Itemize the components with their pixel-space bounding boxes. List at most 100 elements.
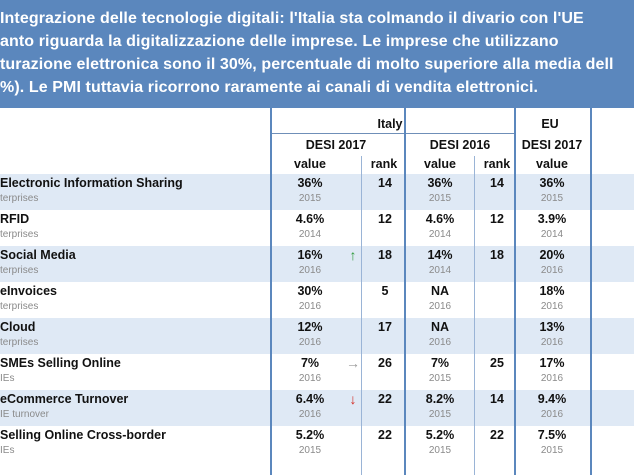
indicator-name: Social Media bbox=[0, 248, 76, 262]
indicator-name: SMEs Selling Online bbox=[0, 356, 121, 370]
indicator-name: eInvoices bbox=[0, 284, 57, 298]
rank-2017: 22 bbox=[378, 392, 392, 406]
value-2017: 7% bbox=[300, 356, 320, 370]
year-2016: 2015 bbox=[428, 373, 452, 384]
indicator-subtitle: terprises bbox=[0, 193, 39, 204]
desi2017-header: DESI 2017 bbox=[305, 138, 367, 152]
value-2016: 5.2% bbox=[425, 428, 455, 442]
year-eu: 2015 bbox=[540, 193, 564, 204]
value-2016: 36% bbox=[427, 176, 453, 190]
value-header-2016: value bbox=[424, 157, 456, 171]
year-2017: 2016 bbox=[298, 301, 322, 312]
rank-2016: 14 bbox=[490, 176, 504, 190]
year-2016: 2015 bbox=[428, 193, 452, 204]
title-banner: Integrazione delle tecnologie digitali: … bbox=[0, 0, 634, 108]
banner-line-2: anto riguarda la digitalizzazione delle … bbox=[0, 33, 559, 50]
desi2016-header: DESI 2016 bbox=[429, 138, 491, 152]
table-row: RFID terprises 4.6% 2014 12 4.6% 2014 12… bbox=[0, 210, 634, 246]
value-2016: NA bbox=[430, 284, 450, 298]
indicator-subtitle: IEs bbox=[0, 373, 15, 384]
rank-2017: 5 bbox=[381, 284, 389, 298]
value-2017: 30% bbox=[297, 284, 323, 298]
banner-line-4: %). Le PMI tuttavia ricorrono raramente … bbox=[0, 79, 539, 96]
column-divider bbox=[361, 156, 362, 475]
table-row: Selling Online Cross-border IEs 5.2% 201… bbox=[0, 426, 634, 462]
value-eu: 18% bbox=[539, 284, 565, 298]
eu-desi2017-header: DESI 2017 bbox=[521, 138, 583, 152]
year-2016: 2014 bbox=[428, 265, 452, 276]
value-eu: 9.4% bbox=[537, 392, 567, 406]
indicator-subtitle: terprises bbox=[0, 301, 39, 312]
year-2016: 2016 bbox=[428, 337, 452, 348]
table-row: Electronic Information Sharing terprises… bbox=[0, 174, 634, 210]
year-2016: 2014 bbox=[428, 229, 452, 240]
table-row: eInvoices terprises 30% 2016 5 NA 2016 1… bbox=[0, 282, 634, 318]
value-2017: 6.4% bbox=[295, 392, 325, 406]
value-2017: 16% bbox=[297, 248, 323, 262]
rank-2016: 18 bbox=[490, 248, 504, 262]
table-row: SMEs Selling Online IEs 7% 2016 → 26 7% … bbox=[0, 354, 634, 390]
value-header-2017: value bbox=[294, 157, 326, 171]
table-row: Cloud terprises 12% 2016 17 NA 2016 13% … bbox=[0, 318, 634, 354]
year-2017: 2016 bbox=[298, 409, 322, 420]
table-row: Social Media terprises 16% 2016 ↑ 18 14%… bbox=[0, 246, 634, 282]
banner-line-1: Integrazione delle tecnologie digitali: … bbox=[0, 10, 584, 27]
value-eu: 20% bbox=[539, 248, 565, 262]
indicator-name: RFID bbox=[0, 212, 30, 226]
year-eu: 2014 bbox=[540, 229, 564, 240]
value-2016: 7% bbox=[430, 356, 450, 370]
italy-header-underline bbox=[270, 133, 514, 134]
value-2016: 4.6% bbox=[425, 212, 455, 226]
value-2017: 12% bbox=[297, 320, 323, 334]
year-2017: 2016 bbox=[298, 373, 322, 384]
indicator-subtitle: IE turnover bbox=[0, 409, 49, 420]
rank-2017: 22 bbox=[378, 428, 392, 442]
rank-2016: 25 bbox=[490, 356, 504, 370]
column-divider bbox=[270, 108, 272, 475]
year-2017: 2016 bbox=[298, 265, 322, 276]
value-header-eu: value bbox=[536, 157, 568, 171]
year-eu: 2016 bbox=[540, 373, 564, 384]
rank-2016: 14 bbox=[490, 392, 504, 406]
indicator-name: Selling Online Cross-border bbox=[0, 428, 166, 442]
column-divider bbox=[590, 108, 592, 475]
indicator-subtitle: IEs bbox=[0, 445, 15, 456]
column-divider bbox=[404, 108, 406, 475]
indicator-name: eCommerce Turnover bbox=[0, 392, 129, 406]
year-2017: 2015 bbox=[298, 445, 322, 456]
table-row: eCommerce Turnover IE turnover 6.4% 2016… bbox=[0, 390, 634, 426]
year-eu: 2016 bbox=[540, 337, 564, 348]
trend-flat-arrow-icon: → bbox=[346, 355, 360, 371]
indicator-subtitle: terprises bbox=[0, 265, 39, 276]
indicator-subtitle: terprises bbox=[0, 229, 39, 240]
year-2017: 2014 bbox=[298, 229, 322, 240]
rank-header-2016: rank bbox=[483, 157, 511, 171]
year-2016: 2015 bbox=[428, 445, 452, 456]
eu-group-header: EU bbox=[541, 117, 559, 131]
value-2016: 14% bbox=[427, 248, 453, 262]
rank-2017: 12 bbox=[378, 212, 392, 226]
value-2017: 36% bbox=[297, 176, 323, 190]
year-eu: 2016 bbox=[540, 409, 564, 420]
rank-2017: 14 bbox=[378, 176, 392, 190]
trend-up-arrow-icon: ↑ bbox=[349, 247, 357, 263]
year-2016: 2016 bbox=[428, 301, 452, 312]
value-eu: 13% bbox=[539, 320, 565, 334]
value-eu: 17% bbox=[539, 356, 565, 370]
italy-group-header: Italy bbox=[377, 117, 403, 131]
year-eu: 2016 bbox=[540, 265, 564, 276]
indicator-name: Electronic Information Sharing bbox=[0, 176, 183, 190]
trend-down-arrow-icon: ↓ bbox=[349, 391, 357, 407]
value-2017: 5.2% bbox=[295, 428, 325, 442]
value-2016: NA bbox=[430, 320, 450, 334]
banner-line-3: turazione elettronica sono il 30%, perce… bbox=[0, 56, 614, 73]
rank-2017: 18 bbox=[378, 248, 392, 262]
rank-2017: 26 bbox=[378, 356, 392, 370]
rank-2017: 17 bbox=[378, 320, 392, 334]
rank-2016: 22 bbox=[490, 428, 504, 442]
year-2017: 2016 bbox=[298, 337, 322, 348]
value-eu: 3.9% bbox=[537, 212, 567, 226]
indicator-subtitle: terprises bbox=[0, 337, 39, 348]
column-divider bbox=[514, 108, 516, 475]
value-eu: 7.5% bbox=[537, 428, 567, 442]
